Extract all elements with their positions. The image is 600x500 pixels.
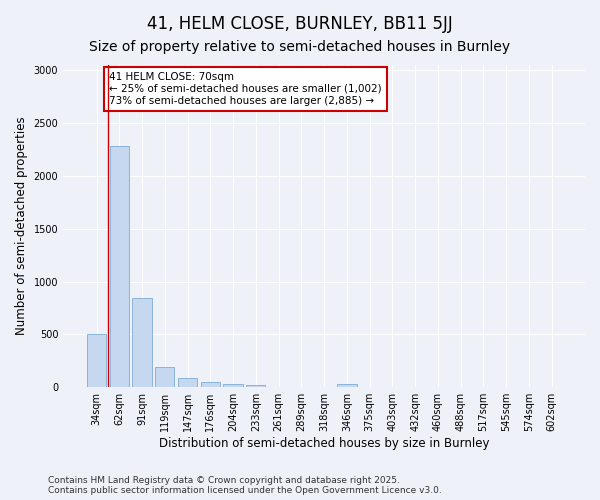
Text: 41 HELM CLOSE: 70sqm
← 25% of semi-detached houses are smaller (1,002)
73% of se: 41 HELM CLOSE: 70sqm ← 25% of semi-detac…: [109, 72, 382, 106]
Bar: [223, 384, 243, 387]
Bar: [133, 298, 152, 387]
Bar: [246, 386, 265, 387]
Bar: [110, 146, 129, 387]
Text: Size of property relative to semi-detached houses in Burnley: Size of property relative to semi-detach…: [89, 40, 511, 54]
Bar: [200, 382, 220, 387]
Bar: [155, 366, 175, 387]
Text: Contains HM Land Registry data © Crown copyright and database right 2025.
Contai: Contains HM Land Registry data © Crown c…: [48, 476, 442, 495]
Y-axis label: Number of semi-detached properties: Number of semi-detached properties: [15, 117, 28, 336]
X-axis label: Distribution of semi-detached houses by size in Burnley: Distribution of semi-detached houses by …: [159, 437, 490, 450]
Bar: [178, 378, 197, 387]
Bar: [87, 334, 106, 387]
Text: 41, HELM CLOSE, BURNLEY, BB11 5JJ: 41, HELM CLOSE, BURNLEY, BB11 5JJ: [147, 15, 453, 33]
Bar: [337, 384, 356, 387]
